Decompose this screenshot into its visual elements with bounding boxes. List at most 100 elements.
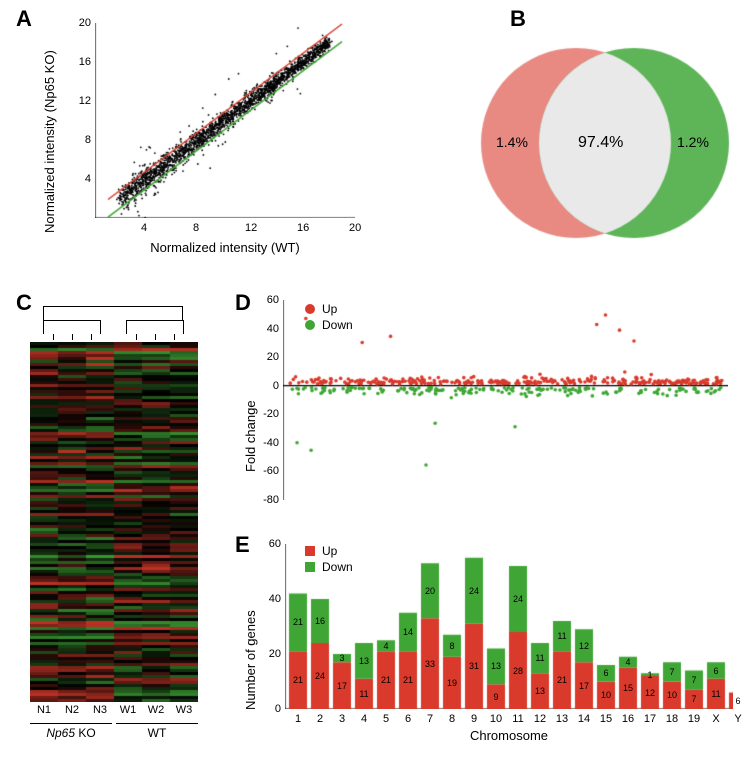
dendrogram-left — [43, 320, 101, 334]
xtick: 18 — [664, 713, 680, 725]
heatmap-col-label: W2 — [142, 704, 170, 716]
ytick: 4 — [71, 173, 91, 185]
legend-up-swatch — [305, 546, 315, 556]
bar-up-value: 11 — [355, 689, 373, 699]
xtick: 2 — [312, 713, 328, 725]
bar-up-value: 21 — [289, 675, 307, 685]
xtick: 12 — [532, 713, 548, 725]
ytick: 60 — [255, 294, 279, 306]
bar-up-value: 28 — [509, 666, 527, 676]
xtick: 1 — [290, 713, 306, 725]
legend-up: Up — [305, 544, 353, 558]
bar-down-value: 7 — [663, 667, 681, 677]
heatmap-group-left: Np65 KO — [30, 726, 112, 740]
legend-up-label: Up — [322, 302, 337, 316]
xtick: 4 — [141, 222, 147, 234]
legend-up-swatch — [305, 304, 315, 314]
xtick: 8 — [193, 222, 199, 234]
xtick: 10 — [488, 713, 504, 725]
xtick: 9 — [466, 713, 482, 725]
ytick: 0 — [255, 380, 279, 392]
bar-down-value: 6 — [597, 668, 615, 678]
bar-up-value: 6 — [729, 696, 747, 706]
ytick: 20 — [71, 17, 91, 29]
xtick: Y — [730, 713, 746, 725]
heatmap-group-right: WT — [116, 726, 198, 740]
bar-up-value: 19 — [443, 678, 461, 688]
xtick: 17 — [642, 713, 658, 725]
panel-B: 1.4% 97.4% 1.2% — [470, 35, 740, 255]
bar-down-value: 16 — [311, 616, 329, 626]
xtick: 19 — [686, 713, 702, 725]
heatmap-group-line-right — [116, 723, 198, 724]
bar-up-value: 17 — [333, 681, 351, 691]
ytick: 16 — [71, 56, 91, 68]
legend-down-swatch — [305, 562, 315, 572]
panel-E-ytitle: Number of genes — [243, 610, 258, 710]
panel-A-ytitle: Normalized intensity (Np65 KO) — [42, 50, 57, 233]
bar-down-value: 11 — [553, 631, 571, 641]
heatmap-col-label: N1 — [30, 704, 58, 716]
heatmap-col-label: W1 — [114, 704, 142, 716]
legend-down: Down — [305, 318, 353, 332]
panel-E: Number of genes 212124161731113214211433… — [235, 540, 735, 752]
dend-leaf — [53, 334, 54, 340]
xtick: 11 — [510, 713, 526, 725]
ytick: -20 — [255, 408, 279, 420]
xtick: 6 — [400, 713, 416, 725]
xtick: 8 — [444, 713, 460, 725]
bar-down-value: 20 — [421, 586, 439, 596]
xtick: 15 — [598, 713, 614, 725]
bar-down-value: 21 — [289, 617, 307, 627]
venn-right-pct: 1.2% — [677, 134, 709, 150]
bar-up-value: 31 — [465, 661, 483, 671]
panel-A-label: A — [16, 6, 32, 32]
bar-up-value: 24 — [311, 671, 329, 681]
bar-down-value: 24 — [465, 586, 483, 596]
panel-B-label: B — [510, 6, 526, 32]
dendrogram-top — [43, 306, 183, 320]
xtick: 12 — [245, 222, 257, 234]
xtick: 20 — [349, 222, 361, 234]
bar-down-value: 24 — [509, 594, 527, 604]
dend-leaf — [136, 334, 137, 340]
dend-leaf — [72, 334, 73, 340]
bar-down-value: 7 — [685, 675, 703, 685]
ytick: 8 — [71, 134, 91, 146]
bar-up-value: 7 — [685, 694, 703, 704]
bar-up-value: 21 — [377, 675, 395, 685]
bar-up-value: 21 — [399, 675, 417, 685]
bar-up-value: 12 — [641, 688, 659, 698]
xtick: 14 — [576, 713, 592, 725]
dend-leaf — [155, 334, 156, 340]
dendrogram-right — [126, 320, 184, 334]
ytick: 12 — [71, 95, 91, 107]
ytick: 0 — [259, 703, 281, 715]
bar-up-value: 13 — [531, 686, 549, 696]
ytick: -40 — [255, 437, 279, 449]
bar-down-value: 1 — [641, 670, 659, 680]
panel-C: Np65 KO WT N1N2N3W1W2W3 — [16, 300, 206, 750]
panel-D-legend: Up Down — [305, 302, 353, 332]
ytick: 20 — [259, 648, 281, 660]
legend-down: Down — [305, 560, 353, 574]
bar-down-value: 13 — [355, 656, 373, 666]
bar-down-value: 4 — [619, 657, 637, 667]
venn-left-pct: 1.4% — [496, 134, 528, 150]
venn-mid-pct: 97.4% — [578, 134, 623, 152]
ytick: -60 — [255, 465, 279, 477]
panel-A-xtitle: Normalized intensity (WT) — [95, 240, 355, 255]
bar-down-value: 3 — [333, 653, 351, 663]
bar-up-value: 33 — [421, 659, 439, 669]
bar-down-value: 13 — [487, 661, 505, 671]
figure-root: A Normalized intensity (Np65 KO) Normali… — [0, 0, 750, 762]
panel-D: Fold change Up Down -80-60-40-200204060 — [235, 300, 735, 520]
heatmap-col-label: N2 — [58, 704, 86, 716]
bar-down-value: 8 — [443, 641, 461, 651]
panel-E-legend: Up Down — [305, 544, 353, 574]
bar-down-value: 4 — [377, 641, 395, 651]
xtick: 16 — [620, 713, 636, 725]
legend-down-label: Down — [322, 560, 353, 574]
dend-leaf — [91, 334, 92, 340]
legend-down-label: Down — [322, 318, 353, 332]
